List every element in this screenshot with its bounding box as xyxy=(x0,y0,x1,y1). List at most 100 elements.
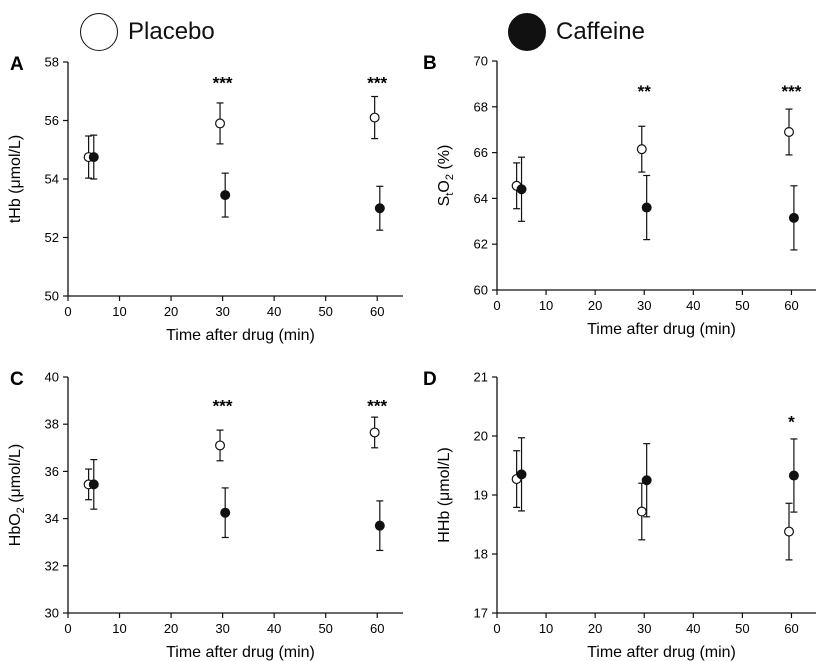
legend-label-caffeine: Caffeine xyxy=(556,18,645,45)
x-tick-label: 20 xyxy=(164,304,178,319)
caffeine-data-point xyxy=(88,479,99,490)
y-axis-label: HHb (μmol/L) xyxy=(436,447,453,542)
y-tick-label: 30 xyxy=(45,606,59,621)
x-tick-label: 30 xyxy=(215,621,229,636)
x-tick-label: 0 xyxy=(493,621,500,636)
y-tick-label: 32 xyxy=(45,558,59,573)
panel-label: D xyxy=(423,369,437,390)
x-tick-label: 60 xyxy=(370,621,384,636)
panel-label: B xyxy=(423,53,437,74)
y-axis-label-part: 2 xyxy=(444,174,456,180)
significance-marker: *** xyxy=(367,396,387,415)
x-tick-label: 10 xyxy=(539,621,553,636)
x-tick-label: 30 xyxy=(215,304,229,319)
panel-b-chart: B 0 10 20 30 40 50 60 60 62 64 66 68 70 Time after dru… xyxy=(423,53,816,338)
caffeine-data-point xyxy=(641,202,652,213)
caffeine-data-point xyxy=(374,203,385,214)
x-tick-label: 40 xyxy=(267,621,281,636)
caffeine-data-point xyxy=(88,152,99,163)
y-tick-label: 20 xyxy=(474,429,488,444)
y-tick-label: 21 xyxy=(474,370,488,385)
panel-label: A xyxy=(10,54,24,75)
x-tick-label: 40 xyxy=(686,298,700,313)
x-tick-label: 60 xyxy=(784,298,798,313)
x-tick-label: 0 xyxy=(493,298,500,313)
y-tick-label: 52 xyxy=(45,230,59,245)
placebo-data-point xyxy=(784,526,795,537)
panel-d-chart: D 0 10 20 30 40 50 60 17 18 19 20 21 Time after drug … xyxy=(423,369,816,661)
caffeine-data-point xyxy=(788,212,799,223)
x-tick-label: 30 xyxy=(637,621,651,636)
y-tick-label: 17 xyxy=(474,606,488,621)
placebo-data-point xyxy=(215,118,226,129)
x-axis-label: Time after drug (min) xyxy=(166,644,315,661)
y-tick-label: 40 xyxy=(45,370,59,385)
y-axis-label-part: HbO xyxy=(7,513,24,546)
y-axis-label-part: (μmol/L) xyxy=(7,444,24,507)
significance-marker: *** xyxy=(213,73,233,92)
x-tick-label: 10 xyxy=(112,621,126,636)
y-tick-label: 62 xyxy=(474,237,488,252)
x-tick-label: 60 xyxy=(370,304,384,319)
y-axis-label-part: t xyxy=(444,193,456,196)
x-tick-label: 40 xyxy=(267,304,281,319)
placebo-data-point xyxy=(784,126,795,137)
y-axis-label: tHb (μmol/L) xyxy=(7,135,24,223)
x-tick-label: 10 xyxy=(112,304,126,319)
y-tick-label: 64 xyxy=(474,191,488,206)
x-tick-label: 50 xyxy=(318,621,332,636)
caffeine-data-point xyxy=(220,190,231,201)
x-axis-label: Time after drug (min) xyxy=(587,321,736,338)
y-tick-label: 18 xyxy=(474,547,488,562)
y-tick-label: 36 xyxy=(45,464,59,479)
caffeine-data-point xyxy=(641,475,652,486)
x-tick-label: 10 xyxy=(539,298,553,313)
caffeine-data-point xyxy=(516,469,527,480)
x-tick-label: 30 xyxy=(637,298,651,313)
x-tick-label: 50 xyxy=(318,304,332,319)
placebo-data-point xyxy=(636,506,647,517)
caffeine-data-point xyxy=(516,184,527,195)
x-axis-label: Time after drug (min) xyxy=(587,644,736,661)
y-axis-label-part: 2 xyxy=(15,507,27,513)
y-axis-label-part: O xyxy=(436,180,453,192)
caffeine-data-point xyxy=(374,520,385,531)
caffeine-data-point xyxy=(220,507,231,518)
y-tick-label: 54 xyxy=(45,172,59,187)
y-tick-label: 68 xyxy=(474,99,488,114)
placebo-data-point xyxy=(636,144,647,155)
filled-circle-icon xyxy=(508,13,546,51)
x-axis-label: Time after drug (min) xyxy=(166,327,315,344)
panel-label: C xyxy=(10,369,24,390)
x-tick-label: 60 xyxy=(784,621,798,636)
y-axis-label: StO2 (%) xyxy=(436,145,456,207)
y-tick-label: 70 xyxy=(474,54,488,69)
significance-marker: * xyxy=(788,412,795,431)
x-tick-label: 50 xyxy=(735,621,749,636)
significance-marker: ** xyxy=(638,82,652,101)
x-tick-label: 40 xyxy=(686,621,700,636)
legend-label-placebo: Placebo xyxy=(128,18,215,45)
panel-a-chart: A 0 10 20 30 40 50 60 50 52 54 56 58 Time after drug … xyxy=(7,54,403,344)
significance-marker: *** xyxy=(213,396,233,415)
y-axis-label: HbO2 (μmol/L) xyxy=(7,444,27,546)
y-tick-label: 58 xyxy=(45,55,59,70)
x-tick-label: 0 xyxy=(64,304,71,319)
y-tick-label: 34 xyxy=(45,511,59,526)
x-tick-label: 20 xyxy=(588,298,602,313)
legend: Placebo Caffeine xyxy=(0,0,825,60)
x-tick-label: 20 xyxy=(164,621,178,636)
y-tick-label: 60 xyxy=(474,283,488,298)
open-circle-icon xyxy=(80,13,118,51)
y-tick-label: 19 xyxy=(474,488,488,503)
legend-item-caffeine: Caffeine xyxy=(508,12,645,52)
significance-marker: *** xyxy=(782,82,802,101)
significance-marker: *** xyxy=(367,73,387,92)
x-tick-label: 0 xyxy=(64,621,71,636)
y-tick-label: 56 xyxy=(45,113,59,128)
y-tick-label: 50 xyxy=(45,289,59,304)
y-axis-label-part: (%) xyxy=(436,145,453,174)
caffeine-data-point xyxy=(788,470,799,481)
placebo-data-point xyxy=(369,427,380,438)
x-tick-label: 20 xyxy=(588,621,602,636)
